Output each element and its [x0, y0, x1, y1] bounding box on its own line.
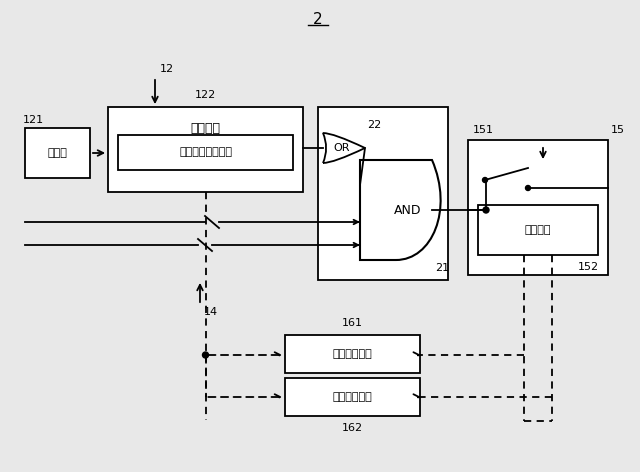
Circle shape	[525, 185, 531, 191]
Text: AND: AND	[394, 203, 421, 217]
Text: 15: 15	[611, 125, 625, 135]
Text: 122: 122	[195, 90, 216, 100]
Circle shape	[202, 352, 209, 358]
Bar	[478, 205, 598, 255]
Circle shape	[483, 177, 488, 183]
Text: 21: 21	[435, 263, 449, 273]
Text: 認証回路: 認証回路	[191, 123, 221, 135]
PathPatch shape	[360, 160, 440, 260]
Text: 認証アルゴリズム: 認証アルゴリズム	[179, 147, 232, 158]
Text: 撃像部: 撃像部	[47, 148, 67, 158]
Text: 121: 121	[23, 115, 44, 125]
Text: 比較回路: 比較回路	[525, 225, 551, 235]
Text: 12: 12	[160, 64, 174, 74]
Text: 2: 2	[313, 12, 323, 27]
Text: 下限値設定部: 下限値設定部	[333, 392, 372, 402]
Text: OR: OR	[333, 143, 350, 153]
Bar	[285, 378, 420, 416]
Bar	[468, 140, 608, 275]
PathPatch shape	[323, 133, 365, 163]
Bar	[25, 128, 90, 178]
Bar	[318, 107, 448, 280]
Circle shape	[483, 207, 489, 213]
Text: 22: 22	[367, 120, 381, 130]
Bar	[118, 135, 293, 170]
Bar	[285, 335, 420, 373]
Text: 162: 162	[342, 423, 363, 433]
Text: 161: 161	[342, 318, 363, 328]
Text: 152: 152	[577, 262, 598, 272]
Text: 上限値設定部: 上限値設定部	[333, 349, 372, 359]
Text: 151: 151	[473, 125, 494, 135]
Text: 14: 14	[204, 307, 218, 317]
Bar	[108, 107, 303, 192]
